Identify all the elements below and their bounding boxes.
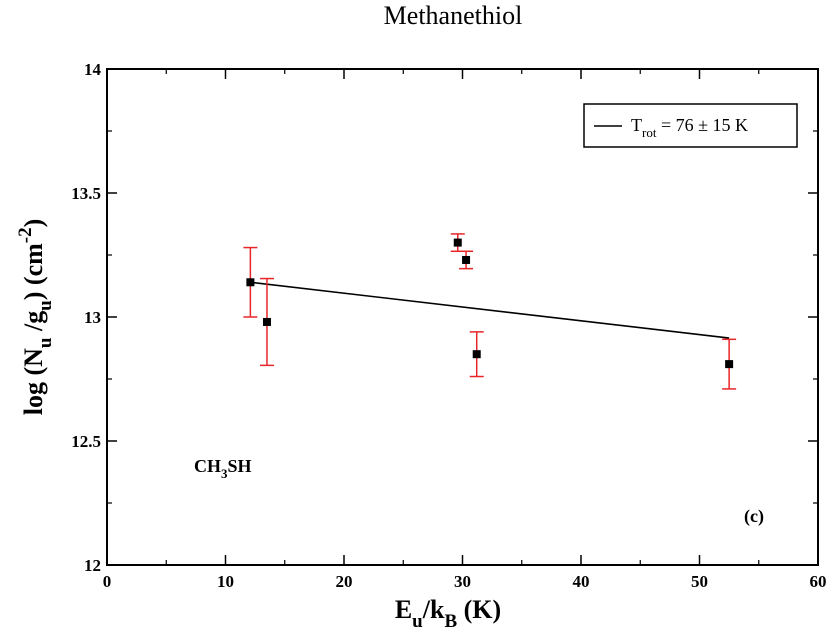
axis-ticks [106,68,819,566]
y-tick-label: 13 [84,308,101,327]
data-point [462,255,471,264]
x-tick-label: 10 [217,572,234,591]
data-points [246,238,734,369]
molecule-label: CH3SH [194,456,252,481]
y-tick-label: 13.5 [71,184,101,203]
x-tick-label: 40 [573,572,590,591]
legend: Trot = 76 ± 15 K [583,103,798,148]
data-point [246,278,255,287]
y-axis-label: log (Nu /gu) (cm-2) [15,219,56,416]
error-bars [243,233,737,390]
x-tick-label: 60 [810,572,827,591]
data-point [453,238,462,247]
x-tick-label: 20 [336,572,353,591]
legend-label: Trot = 76 ± 15 K [631,115,748,140]
x-axis-label: Eu/kB (K) [395,595,501,632]
x-tick-label: 50 [691,572,708,591]
x-tick-label: 0 [103,572,112,591]
y-tick-label: 12.5 [71,432,101,451]
y-tick-label: 12 [84,556,101,575]
x-tick-label: 30 [454,572,471,591]
data-point [262,317,271,326]
data-point [472,350,481,359]
y-tick-labels: 12 12.5 13 13.5 14 [71,60,101,575]
fit-line [250,281,730,339]
panel-label: (c) [744,506,764,527]
x-tick-labels: 0 10 20 30 40 50 60 [103,572,827,591]
y-tick-label: 14 [84,60,102,79]
chart-title: Methanethiol [384,1,523,30]
data-point [725,360,734,369]
